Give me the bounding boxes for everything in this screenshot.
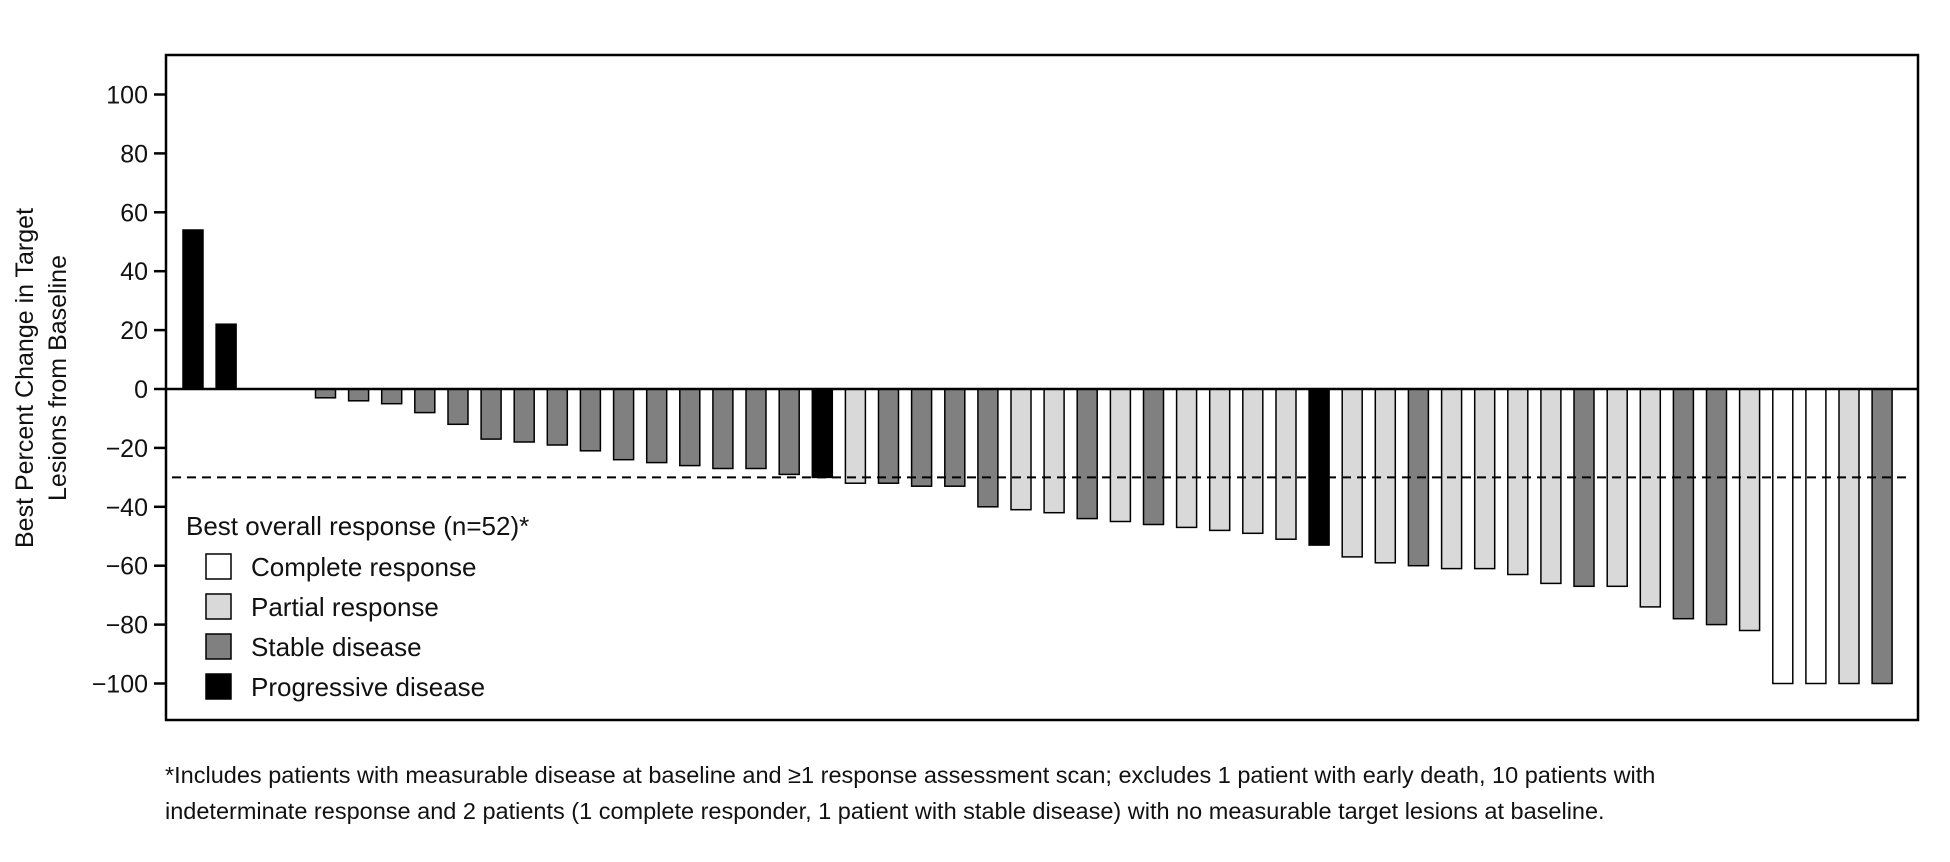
y-tick-label: −60 [106, 553, 148, 581]
bar-sd [1871, 388, 1893, 685]
y-tick-label: 100 [106, 82, 148, 110]
waterfall-chart: Best Percent Change in Target Lesions fr… [11, 53, 1920, 722]
bar-pr [1540, 388, 1562, 585]
y-axis-title-line-1: Best Percent Change in Target [11, 208, 39, 548]
bar-sd [877, 388, 900, 484]
bar-sd [414, 388, 436, 414]
legend: Best overall response (n=52)* Complete r… [186, 511, 529, 702]
y-tick-label: −20 [106, 435, 148, 463]
bar-pr [1010, 388, 1032, 511]
bar-sd [480, 388, 502, 440]
legend-label-sd: Stable disease [251, 632, 422, 662]
plot-frame [164, 53, 1920, 722]
bar-sd [546, 388, 569, 446]
y-axis-title-line-2: Lesions from Baseline [44, 255, 72, 501]
bar-sd [1573, 388, 1595, 588]
bar-sd [347, 388, 370, 402]
bar-sd [1672, 388, 1695, 620]
legend-swatch-pr [205, 593, 232, 620]
bar-pd [1308, 388, 1330, 546]
bar-pr [1473, 388, 1496, 570]
bar-pr [1341, 388, 1363, 558]
y-tick-label: −80 [106, 612, 148, 640]
bar-pr [1242, 388, 1264, 535]
y-tick-label: 20 [120, 317, 148, 345]
legend-label-cr: Complete response [251, 552, 476, 582]
legend-swatch-cr [205, 553, 232, 580]
y-tick-label: 40 [120, 258, 148, 286]
bar-sd [977, 388, 999, 508]
bar-pd [182, 229, 204, 390]
y-tick-label: −100 [92, 671, 148, 699]
bar-pr [1109, 388, 1132, 523]
y-tick-label: 0 [134, 376, 148, 404]
bar-sd [778, 388, 800, 476]
legend-label-pr: Partial response [251, 592, 439, 622]
bar-pr [1208, 388, 1231, 532]
bars-group [182, 229, 1893, 685]
bar-sd [712, 388, 734, 470]
bar-sd [612, 388, 635, 461]
bar-sd [380, 388, 403, 405]
bar-cr [1772, 388, 1794, 685]
bar-pr [844, 388, 867, 484]
y-axis-ticks: 100 80 60 40 20 0 −20 −40 −60 −80 −100 [92, 82, 166, 699]
bar-pd [811, 388, 834, 479]
bar-pr [1507, 388, 1529, 576]
y-axis-title: Best Percent Change in Target Lesions fr… [11, 208, 72, 548]
bar-cr [1805, 388, 1827, 685]
bar-pr [1043, 388, 1065, 514]
footnote: *Includes patients with measurable disea… [165, 757, 1905, 829]
legend-swatch-sd [205, 633, 232, 660]
footnote-line-2: indeterminate response and 2 patients (1… [165, 798, 1605, 824]
bar-sd [910, 388, 933, 487]
bar-pr [1606, 388, 1628, 588]
bar-pr [1275, 388, 1297, 540]
bar-sd [745, 388, 767, 470]
bar-sd [944, 388, 966, 487]
bar-pr [1175, 388, 1198, 529]
bar-pr [1639, 388, 1662, 608]
legend-title: Best overall response (n=52)* [186, 511, 529, 541]
bar-pr [1440, 388, 1463, 570]
bar-sd [1142, 388, 1165, 526]
bar-sd [1705, 388, 1728, 626]
bar-sd [645, 388, 668, 464]
y-tick-label: −40 [106, 494, 148, 522]
bar-pr [1374, 388, 1397, 564]
bar-sd [447, 388, 469, 426]
legend-label-pd: Progressive disease [251, 672, 485, 702]
bar-sd [1076, 388, 1098, 520]
y-tick-label: 60 [120, 199, 148, 227]
bar-pr [1838, 388, 1860, 685]
y-tick-label: 80 [120, 140, 148, 168]
bar-sd [314, 388, 337, 399]
footnote-line-1: *Includes patients with measurable disea… [165, 762, 1656, 788]
bar-pr [1738, 388, 1761, 632]
bar-sd [513, 388, 535, 443]
bar-sd [679, 388, 701, 467]
legend-swatch-pd [205, 673, 232, 700]
bar-pd [215, 323, 237, 390]
bar-sd [579, 388, 602, 452]
